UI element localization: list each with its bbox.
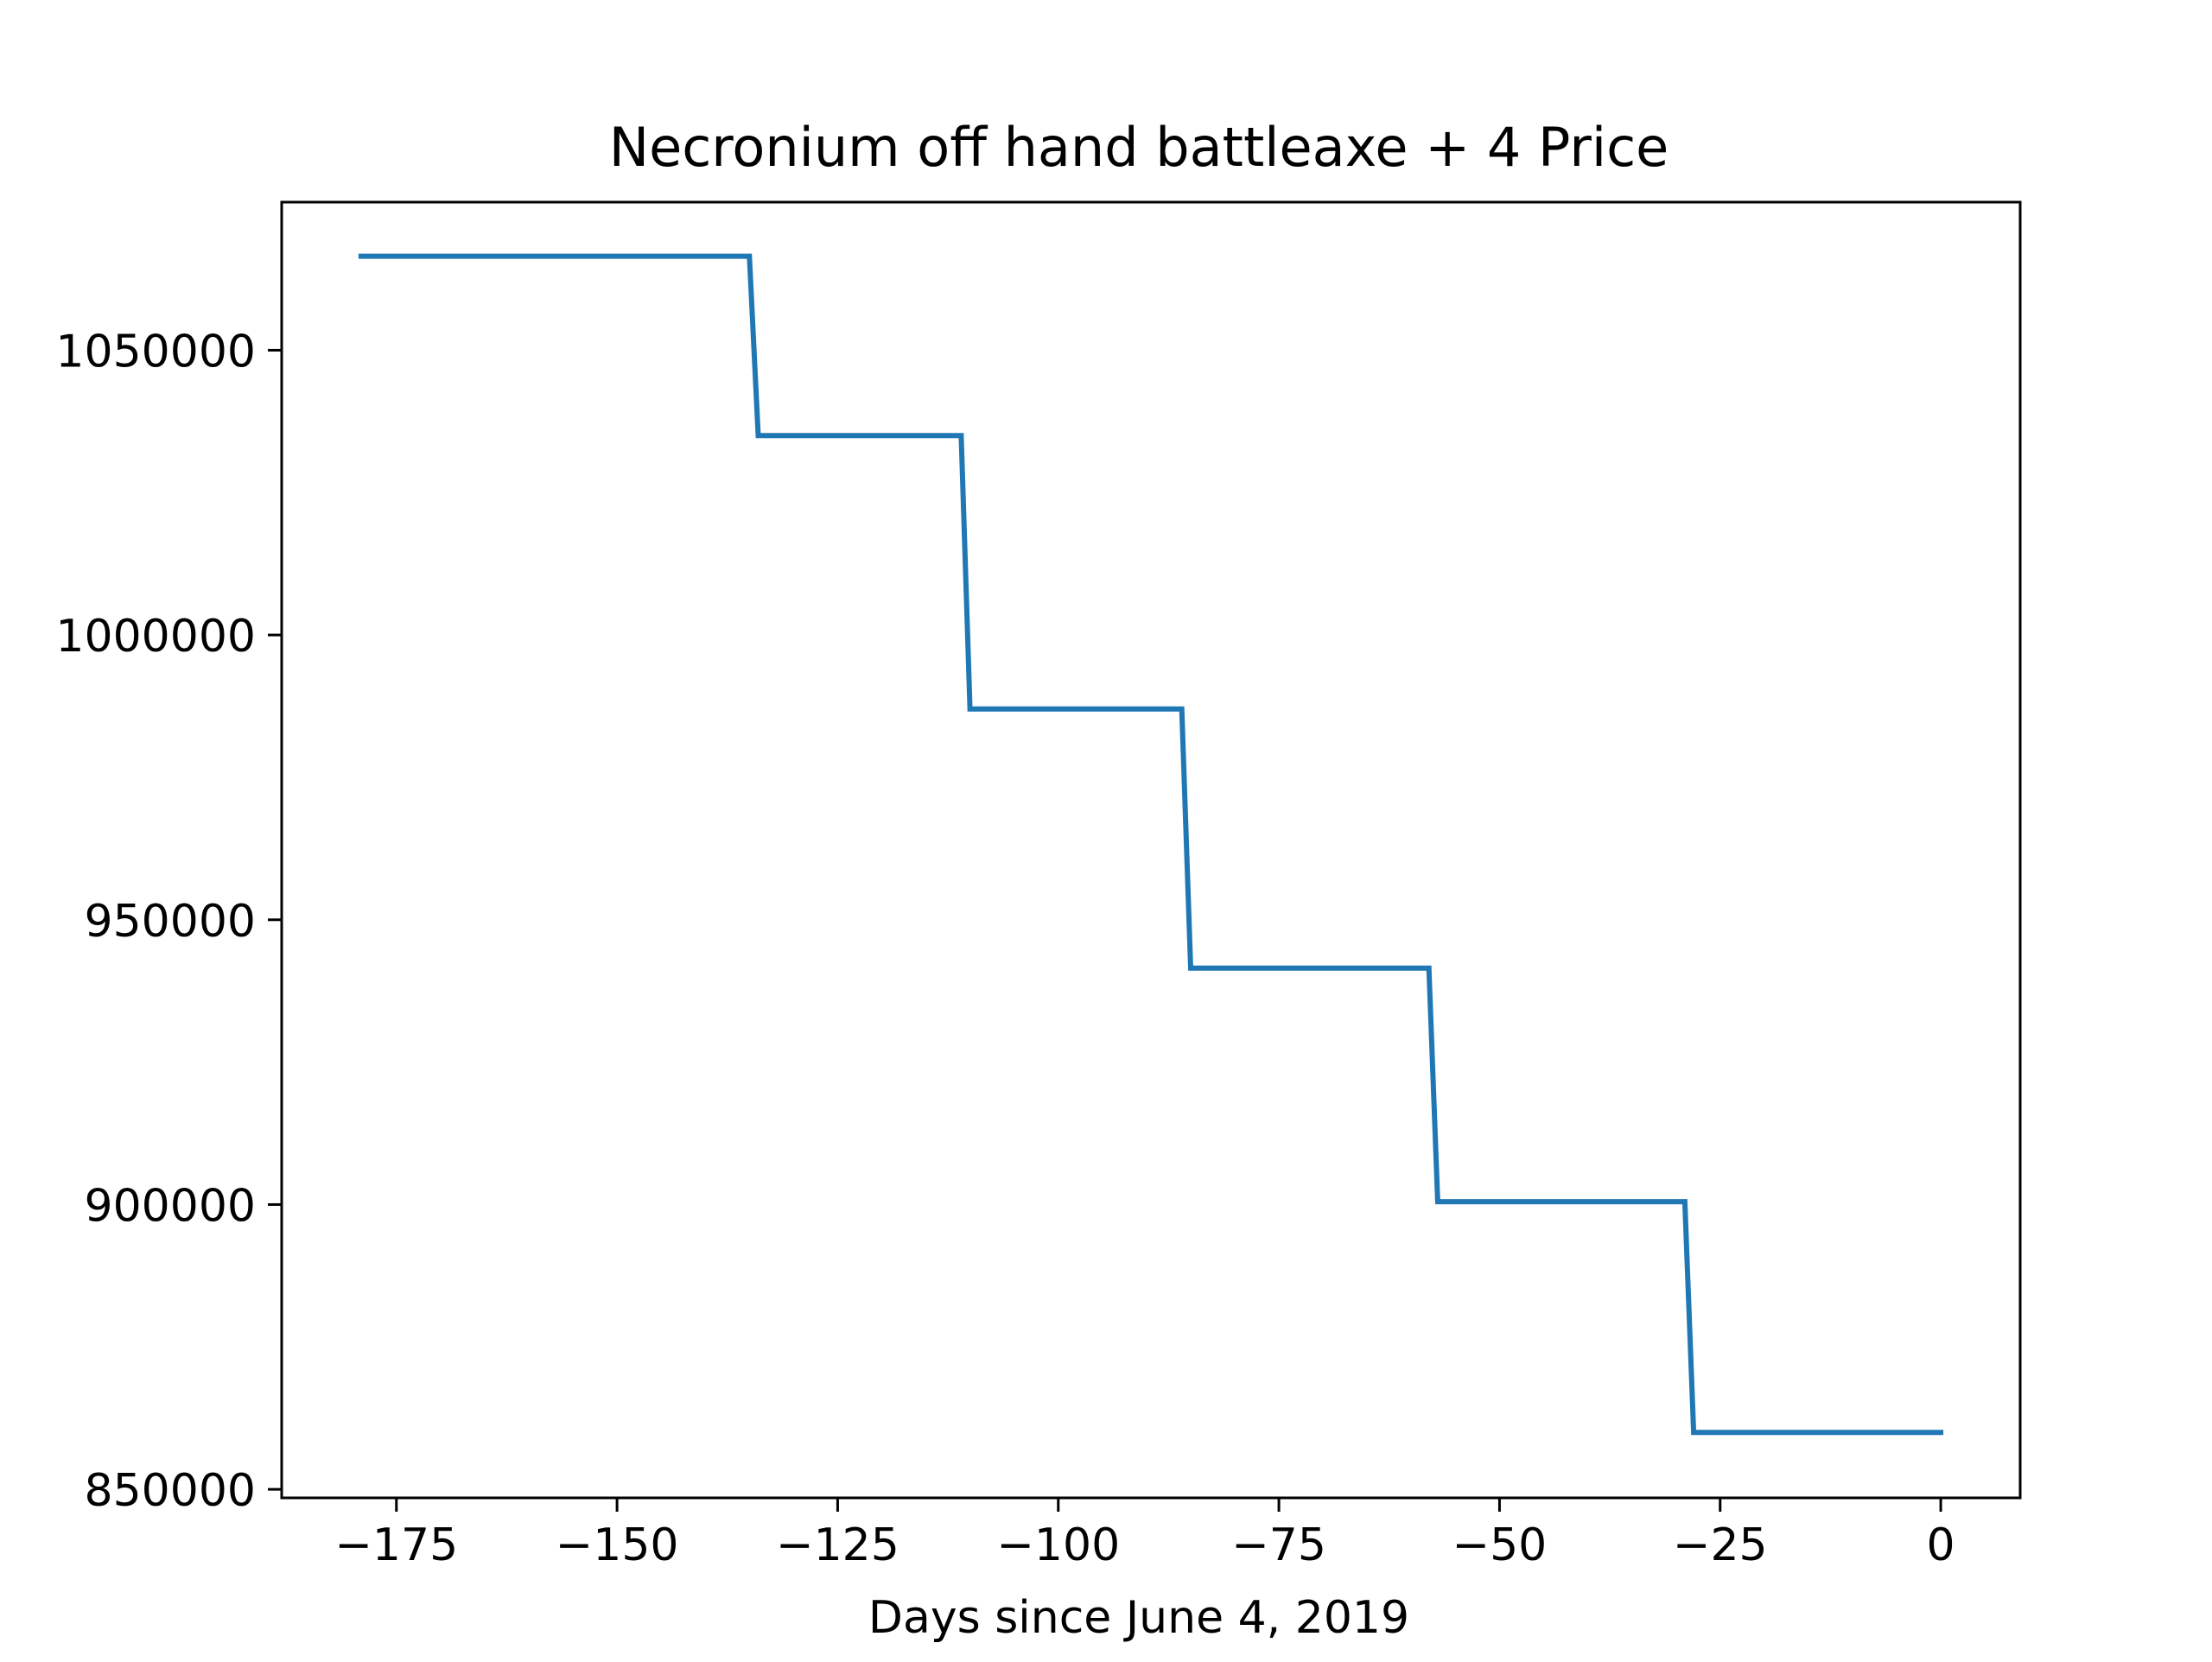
plot-area xyxy=(358,253,1944,1436)
x-tick-label: −150 xyxy=(556,1519,679,1571)
x-tick-label: −125 xyxy=(776,1519,899,1571)
y-tick-label: 950000 xyxy=(84,896,256,948)
y-tick-label: 1050000 xyxy=(55,326,256,377)
y-tick-label: 1000000 xyxy=(55,611,256,663)
chart-title: Necronium off hand battleaxe + 4 Price xyxy=(609,116,1669,179)
x-tick-label: −100 xyxy=(996,1519,1120,1571)
x-tick-label: −25 xyxy=(1673,1519,1768,1571)
x-axis-label: Days since June 4, 2019 xyxy=(868,1592,1409,1644)
y-tick-label: 900000 xyxy=(84,1180,256,1232)
x-tick-label: 0 xyxy=(1927,1519,1955,1571)
axes-frame xyxy=(280,200,2022,1500)
x-tick-label: −175 xyxy=(334,1519,458,1571)
x-tick-label: −50 xyxy=(1452,1519,1548,1571)
axes: −175 −150 −125 −100 −75 −50 −25 0 850000 900000 95… xyxy=(55,200,2022,1571)
series-line-0 xyxy=(358,253,1944,1436)
x-tick-label: −75 xyxy=(1231,1519,1326,1571)
y-tick-label: 850000 xyxy=(84,1465,256,1517)
